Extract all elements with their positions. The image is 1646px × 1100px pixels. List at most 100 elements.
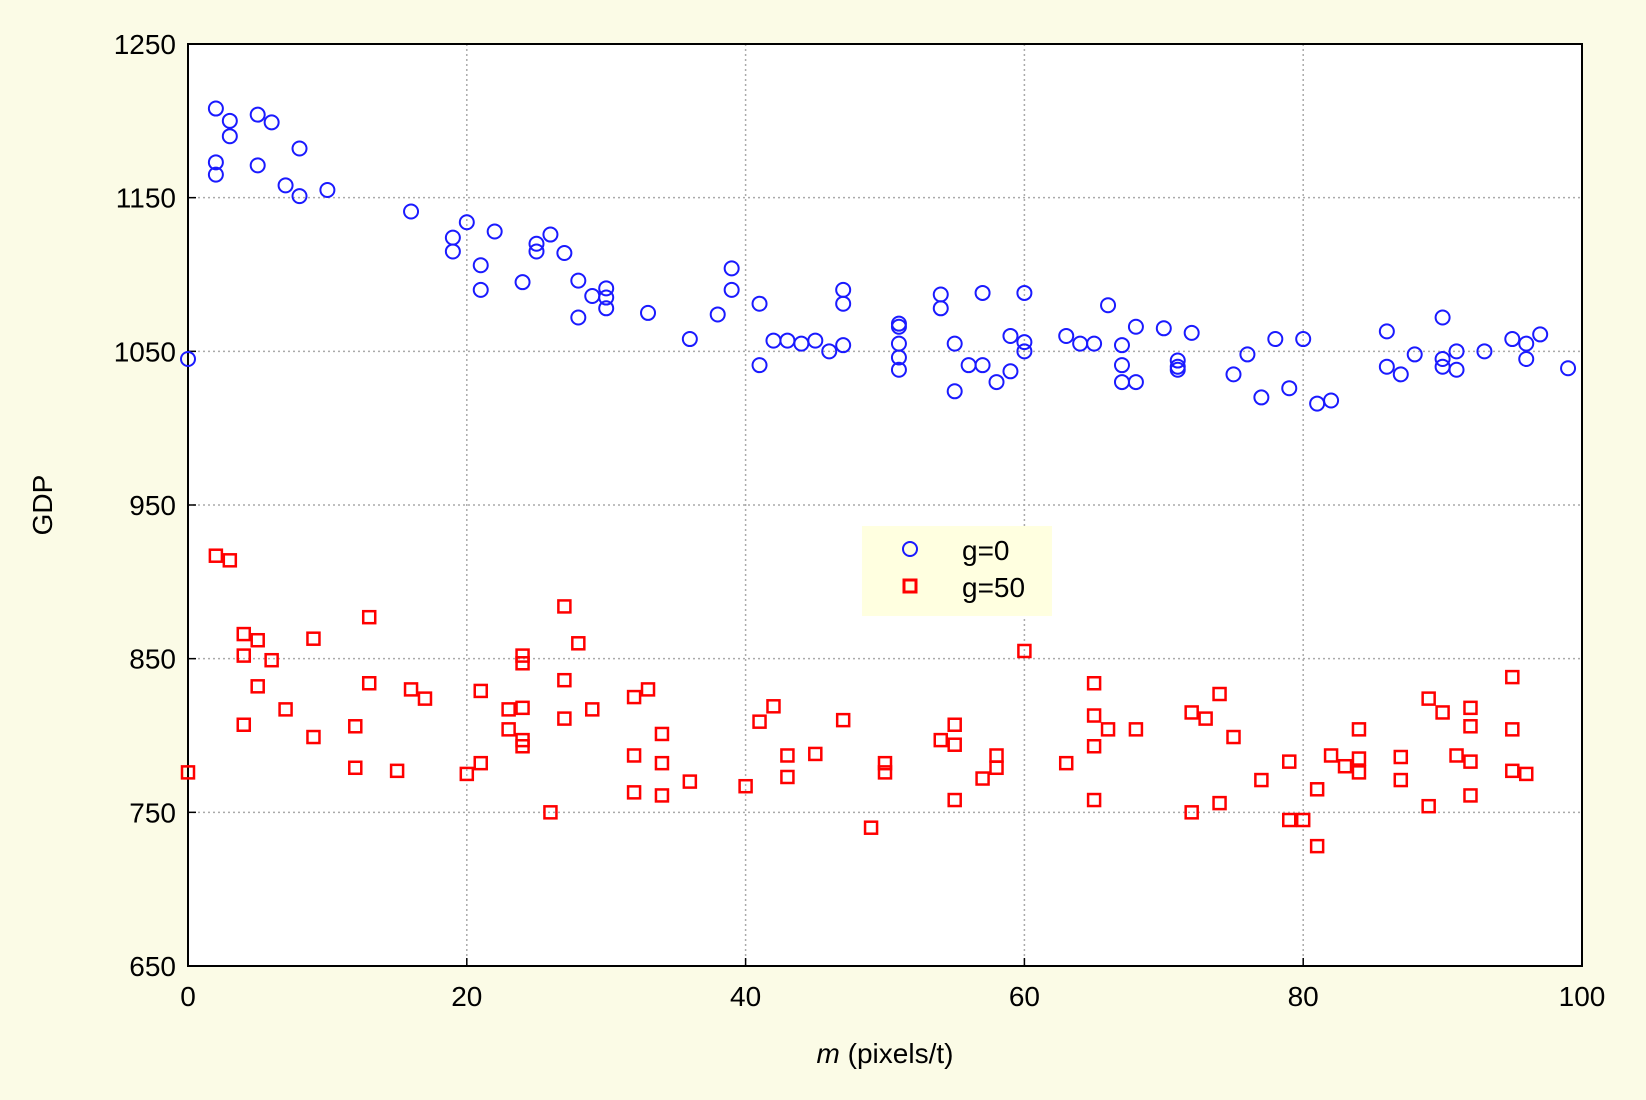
data-point-square [780, 748, 795, 763]
data-point-square [1254, 772, 1269, 788]
x-axis-title: m (pixels/t) [817, 1038, 954, 1069]
data-point-circle [403, 203, 420, 220]
y-tick-label: 650 [129, 951, 176, 982]
data-point-circle [291, 188, 308, 205]
data-point-circle [1392, 366, 1409, 383]
data-point-square [626, 748, 642, 763]
data-point-circle [1169, 361, 1186, 378]
data-point-circle [709, 306, 726, 323]
data-point-square [1393, 772, 1409, 788]
data-point-square [1184, 805, 1199, 820]
data-point-square [989, 760, 1004, 776]
data-point-square [1086, 739, 1102, 754]
data-point-square [585, 702, 600, 717]
data-point-square [557, 672, 572, 688]
data-point-square [640, 682, 656, 697]
y-tick-label: 750 [129, 797, 176, 828]
data-point-square [222, 553, 238, 568]
data-point-circle [1378, 323, 1395, 340]
data-point-circle [1267, 331, 1284, 348]
y-tick-label: 1250 [114, 29, 176, 60]
data-point-square [780, 769, 795, 785]
data-point-circle [932, 300, 949, 317]
data-point-circle [528, 243, 545, 260]
data-point-square [1309, 782, 1325, 797]
data-point-circle [528, 235, 545, 252]
data-point-square [515, 656, 530, 671]
data-point-square [571, 636, 586, 651]
data-point-square [543, 805, 558, 820]
data-point-circle [681, 331, 698, 348]
data-point-circle [1225, 366, 1242, 383]
data-point-circle [640, 304, 657, 321]
x-tick-label: 60 [1009, 981, 1040, 1012]
data-point-circle [249, 106, 266, 123]
data-point-square [348, 719, 363, 734]
data-point-square [557, 711, 572, 726]
data-point-circle [221, 112, 238, 129]
data-point-circle [1183, 324, 1200, 341]
data-point-circle [807, 332, 824, 349]
data-point-square [557, 599, 572, 614]
data-point-circle [723, 281, 740, 298]
data-point-square [752, 714, 767, 729]
data-point-square [766, 699, 781, 714]
legend: g=0 g=50 [862, 526, 1052, 616]
data-point-square [264, 652, 279, 668]
data-point-square [236, 717, 252, 732]
x-tick-label: 40 [730, 981, 761, 1012]
series-2 [180, 548, 1534, 854]
data-point-square [1282, 754, 1297, 769]
data-point-circle [1560, 360, 1577, 377]
x-tick-label: 0 [180, 981, 196, 1012]
data-point-square [1505, 722, 1520, 737]
data-point-square [808, 746, 823, 762]
data-point-circle [598, 280, 615, 297]
data-point-circle [835, 295, 852, 312]
data-point-circle [1113, 337, 1130, 354]
data-point-circle [207, 166, 224, 183]
data-point-circle [1086, 335, 1103, 352]
data-point-square [1212, 686, 1227, 702]
data-point-square [501, 702, 516, 717]
data-point-square [975, 771, 990, 786]
grid [188, 44, 1582, 966]
data-point-circle [556, 244, 573, 261]
data-point-square [501, 722, 516, 737]
data-point-square [863, 820, 879, 835]
data-point-circle [1406, 346, 1423, 363]
data-point-square [473, 755, 488, 771]
data-point-square [236, 626, 252, 642]
data-point-circle [291, 140, 308, 157]
data-point-square [1505, 763, 1520, 779]
data-point-circle [1002, 363, 1019, 380]
data-point-square [1128, 722, 1144, 737]
data-point-circle [946, 383, 963, 400]
data-point-circle [988, 374, 1005, 391]
data-point-square [236, 648, 252, 663]
data-point-square [626, 785, 642, 800]
data-point-circle [1434, 351, 1451, 368]
data-point-circle [1016, 284, 1033, 301]
data-point-square [361, 609, 377, 625]
data-point-circle [751, 295, 768, 312]
data-point-circle [1058, 327, 1075, 344]
data-point-square [515, 739, 530, 754]
data-point-circle [472, 257, 489, 274]
data-point-square [1323, 748, 1339, 763]
data-point-square [1309, 838, 1325, 854]
data-point-circle [1113, 357, 1130, 374]
data-point-square [306, 729, 321, 745]
data-point-square [473, 683, 488, 699]
data-point-square [1337, 758, 1353, 774]
data-point-square [459, 766, 475, 782]
x-tick-label: 20 [451, 981, 482, 1012]
data-point-circle [1127, 318, 1144, 335]
data-point-circle [723, 260, 740, 277]
data-point-circle [207, 100, 224, 117]
data-point-square [947, 737, 962, 752]
data-point-square [417, 691, 433, 706]
data-point-square [654, 755, 670, 771]
data-point-square [1351, 765, 1367, 780]
data-point-square [835, 712, 851, 728]
